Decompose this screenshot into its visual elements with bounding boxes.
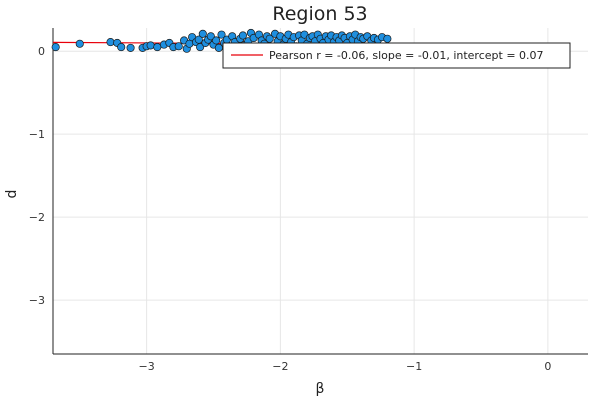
y-axis-label: d: [4, 190, 20, 199]
data-point: [206, 32, 215, 41]
data-point: [117, 43, 126, 52]
data-point: [146, 41, 155, 50]
data-point: [126, 43, 135, 52]
tick-labels: −3 −2 −1 0 0 −1 −2 −3: [29, 45, 552, 373]
legend-box: [222, 42, 571, 69]
data-point: [217, 30, 226, 39]
x-tick-label: −2: [272, 360, 288, 373]
grid-lines: [53, 28, 588, 354]
data-point: [153, 43, 162, 52]
x-tick-label: −3: [139, 360, 155, 373]
data-point: [383, 34, 392, 43]
x-tick-label: 0: [544, 360, 551, 373]
y-tick-label: 0: [38, 45, 45, 58]
data-point: [198, 29, 207, 38]
data-point: [196, 43, 205, 52]
legend: Pearson r = -0.06, slope = -0.01, interc…: [222, 42, 571, 69]
data-point: [51, 43, 60, 52]
axes: [52, 28, 588, 355]
y-tick-label: −1: [29, 128, 45, 141]
data-point: [238, 31, 247, 40]
data-point: [212, 36, 221, 45]
x-tick-label: −1: [406, 360, 422, 373]
legend-entry-label: Pearson r = -0.06, slope = -0.01, interc…: [269, 49, 544, 62]
chart-title: Region 53: [272, 3, 367, 25]
data-point: [174, 42, 183, 51]
y-tick-label: −3: [29, 294, 45, 307]
x-axis-label: β: [316, 381, 325, 397]
data-point: [75, 39, 84, 48]
data-point: [106, 38, 115, 47]
y-tick-label: −2: [29, 211, 45, 224]
data-point: [265, 34, 274, 43]
